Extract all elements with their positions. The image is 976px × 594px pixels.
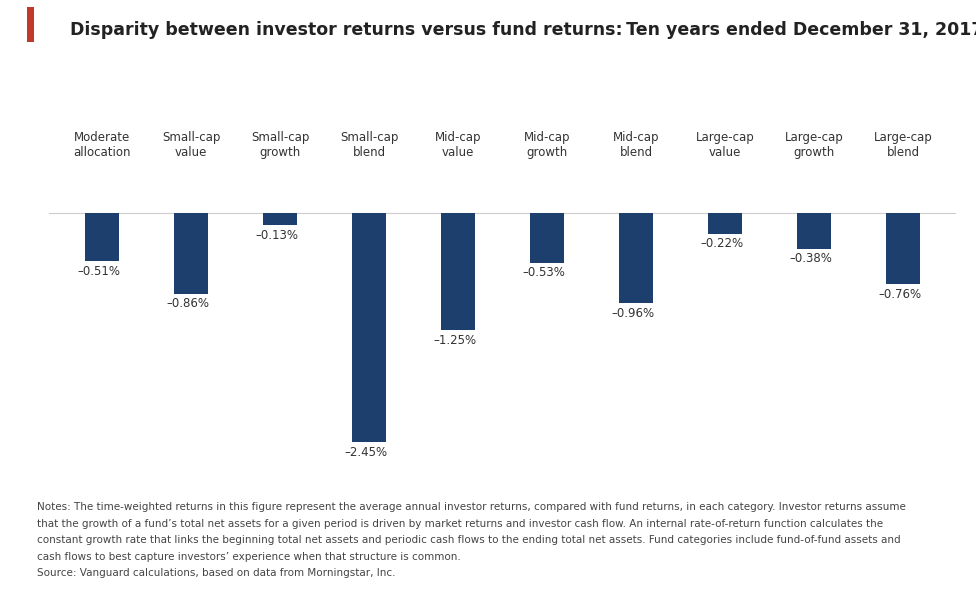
Bar	[352, 213, 386, 443]
Text: –0.51%: –0.51%	[77, 264, 120, 277]
Text: cash flows to best capture investors’ experience when that structure is common.: cash flows to best capture investors’ ex…	[37, 552, 461, 562]
Bar	[85, 213, 119, 261]
Text: –0.76%: –0.76%	[878, 288, 921, 301]
Bar	[175, 213, 208, 293]
Bar	[441, 213, 475, 330]
Text: Source: Vanguard calculations, based on data from Morningstar, Inc.: Source: Vanguard calculations, based on …	[37, 568, 395, 579]
Text: constant growth rate that links the beginning total net assets and periodic cash: constant growth rate that links the begi…	[37, 535, 901, 545]
Text: –0.38%: –0.38%	[790, 252, 833, 266]
Bar	[530, 213, 564, 263]
Text: –0.53%: –0.53%	[522, 267, 565, 279]
Bar	[797, 213, 831, 249]
Text: Disparity between investor returns versus fund returns: Ten years ended December: Disparity between investor returns versu…	[70, 21, 976, 39]
Bar	[709, 213, 742, 233]
Text: –0.96%: –0.96%	[611, 307, 654, 320]
Bar	[619, 213, 653, 303]
Text: –2.45%: –2.45%	[345, 446, 387, 459]
Text: –0.22%: –0.22%	[700, 238, 744, 251]
Bar	[264, 213, 297, 225]
Text: –1.25%: –1.25%	[433, 334, 476, 347]
Text: –0.13%: –0.13%	[256, 229, 299, 242]
Text: –0.86%: –0.86%	[166, 298, 209, 310]
Bar	[886, 213, 920, 285]
Text: that the growth of a fund’s total net assets for a given period is driven by mar: that the growth of a fund’s total net as…	[37, 519, 883, 529]
Text: Notes: The time-weighted returns in this figure represent the average annual inv: Notes: The time-weighted returns in this…	[37, 502, 906, 512]
